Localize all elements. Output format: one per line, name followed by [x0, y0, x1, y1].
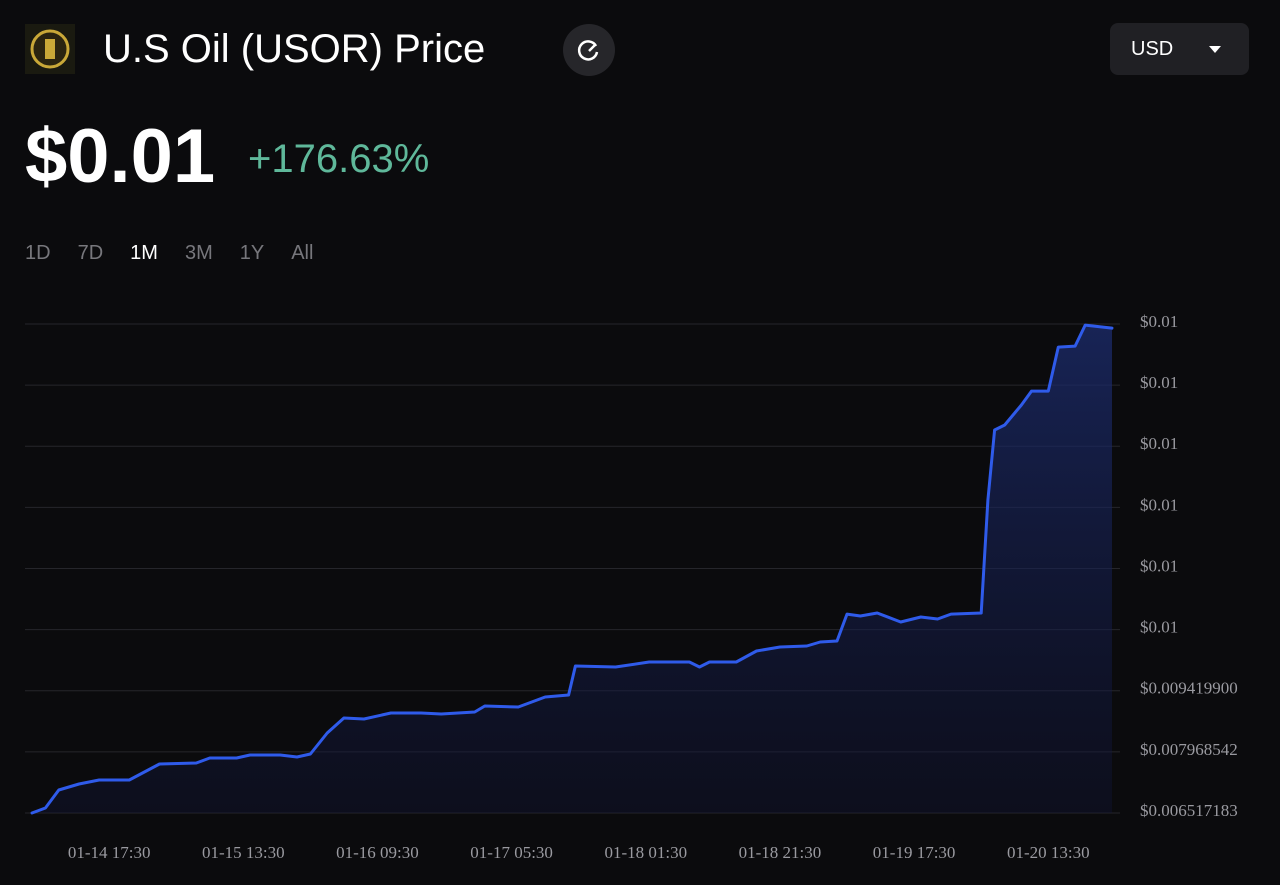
y-tick-label: $0.01 [1140, 556, 1178, 575]
area-fill [32, 325, 1112, 813]
x-tick-label: 01-14 17:30 [68, 843, 151, 862]
x-tick-label: 01-15 13:30 [202, 843, 285, 862]
y-tick-label: $0.007968542 [1140, 740, 1238, 759]
x-tick-label: 01-19 17:30 [873, 843, 956, 862]
range-tabs: 1D 7D 1M 3M 1Y All [25, 242, 340, 265]
range-tab[interactable]: 1D [25, 242, 51, 264]
range-tab[interactable]: 7D [77, 242, 104, 264]
y-tick-label: $0.009419900 [1140, 679, 1238, 698]
y-tick-label: $0.006517183 [1140, 801, 1238, 820]
x-tick-label: 01-17 05:30 [470, 843, 553, 862]
range-tab[interactable]: All [291, 242, 314, 264]
icon-art [30, 29, 70, 69]
y-axis: $0.006517183 $0.007968542 $0.009419900 $0.0… [1140, 312, 1238, 820]
price-line [30, 323, 1114, 815]
range-tab[interactable]: 1Y [239, 242, 265, 264]
y-tick-label: $0.01 [1140, 434, 1178, 453]
price-change: +176.63% [248, 137, 430, 181]
x-tick-label: 01-20 13:30 [1007, 843, 1090, 862]
currency-select[interactable]: USD [1110, 23, 1249, 75]
y-tick-label: $0.01 [1140, 373, 1178, 392]
range-tab[interactable]: 3M [184, 242, 213, 264]
x-tick-label: 01-18 21:30 [739, 843, 822, 862]
range-tab[interactable]: 1M [130, 242, 158, 264]
y-tick-label: $0.01 [1140, 312, 1178, 331]
price: $0.01 [25, 114, 216, 199]
y-tick-label: $0.01 [1140, 495, 1178, 514]
x-tick-label: 01-18 01:30 [604, 843, 687, 862]
refresh-button[interactable] [563, 24, 615, 76]
title: U.S Oil (USOR) Price [103, 27, 486, 71]
token-icon [25, 24, 75, 74]
refresh-icon [577, 40, 599, 61]
currency-label: USD [1131, 38, 1174, 60]
x-tick-label: 01-16 09:30 [336, 843, 419, 862]
y-tick-label: $0.01 [1140, 618, 1178, 637]
dropdown-arrow [1209, 46, 1221, 53]
